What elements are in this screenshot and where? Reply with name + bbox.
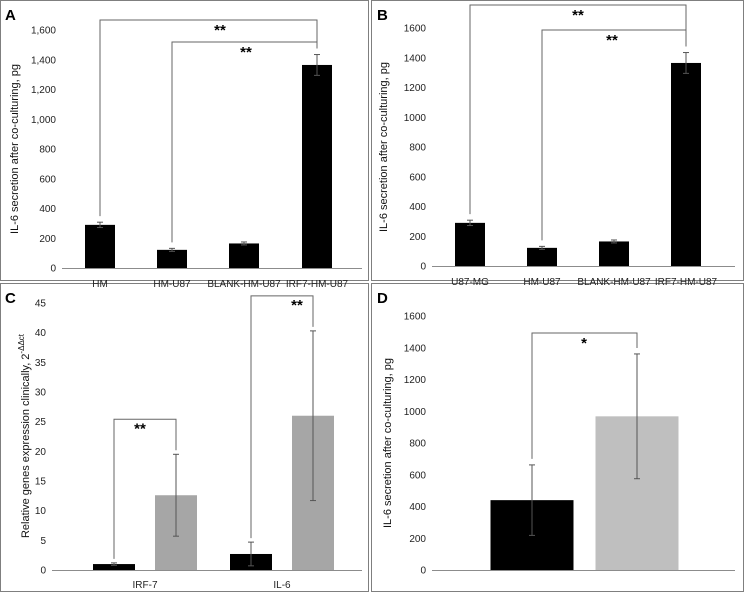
panel-a-ytick-label: 0 (50, 264, 56, 275)
panel-b-category-label: IRF7-HM-U87 (655, 277, 718, 288)
panel-d-ytick-label: 0 (420, 566, 426, 577)
panel-b-bar (455, 222, 485, 266)
panel-b-category-label: BLANK-HM-U87 (577, 277, 651, 288)
panel-c-significance-bracket (113, 418, 177, 559)
panel-d-ytick-label: 1600 (404, 312, 427, 323)
panel-d-ylabel: IL-6 secretion after co-culturing, pg (382, 358, 394, 528)
panel-c-ytick-label: 45 (35, 299, 47, 310)
panel-a-ylabel: IL-6 secretion after co-culturing, pg (9, 64, 21, 234)
panel-b-bar (527, 247, 557, 266)
panel-b-ytick-label: 0 (420, 262, 426, 273)
panel-d-significance-label: * (581, 335, 587, 352)
panel-c-ytick-label: 0 (40, 566, 46, 577)
panel-a-ytick-label: 800 (39, 145, 56, 156)
panel-a-bar (229, 243, 259, 268)
panel-b-ytick-label: 400 (409, 202, 426, 213)
panel-d-ytick-label: 400 (409, 502, 426, 513)
panel-b-ytick-label: 1600 (404, 24, 427, 35)
panel-c-ytick-label: 10 (35, 506, 47, 517)
panel-d-ytick-label: 200 (409, 534, 426, 545)
panel-b-significance-label: ** (572, 7, 584, 24)
panel-a-ytick-label: 1,600 (31, 26, 56, 37)
panel-b-ytick-label: 1000 (404, 113, 427, 124)
panel-b-ytick-label: 200 (409, 232, 426, 243)
panel-c-significance-bracket (250, 295, 314, 539)
panel-c-category-label: IRF-7 (133, 580, 158, 591)
panel-a-significance-label: ** (214, 22, 226, 39)
panel-a-category-label: HM-U87 (153, 279, 191, 290)
panel-d-ytick-label: 1400 (404, 343, 427, 354)
panel-c-bar (93, 564, 135, 570)
panel-a-ytick-label: 200 (39, 234, 56, 245)
panel-b-significance-label: ** (606, 32, 618, 49)
panel-a-ytick-label: 400 (39, 204, 56, 215)
panel-b-bar (671, 62, 701, 266)
panel-a-bar (157, 249, 187, 268)
panel-b-significance-bracket (469, 4, 687, 215)
panel-d-letter: D (377, 290, 388, 307)
panel-c-ylabel: Relative genes expression clinically, 2-… (17, 333, 32, 538)
panel-b-ytick-label: 600 (409, 172, 426, 183)
panel-c-ytick-label: 40 (35, 328, 47, 339)
panel-d-ytick-label: 800 (409, 439, 426, 450)
panel-a-significance-bracket (171, 41, 318, 243)
panel-a-category-label: HM (92, 279, 108, 290)
panel-a-ytick-label: 600 (39, 174, 56, 185)
panel-c-significance-label: ** (291, 297, 303, 314)
panel-a-significance-bracket (99, 19, 318, 217)
panel-c-letter: C (5, 290, 16, 307)
panel-a-bar (302, 64, 332, 268)
panel-c-ytick-label: 5 (40, 536, 46, 547)
panel-a-ytick-label: 1,200 (31, 85, 56, 96)
panel-b-category-label: U87-MG (451, 277, 489, 288)
panel-c-ytick-label: 20 (35, 447, 47, 458)
panel-a-ytick-label: 1,000 (31, 115, 56, 126)
panel-c-ytick-label: 30 (35, 388, 47, 399)
panel-a-bar (85, 224, 115, 268)
panel-a-category-label: IRF7-HM-U87 (286, 279, 349, 290)
panel-a-frame (0, 0, 369, 281)
panel-b-bar (599, 241, 629, 266)
panel-b-significance-bracket (541, 29, 687, 241)
panel-b-ytick-label: 800 (409, 143, 426, 154)
panel-d-significance-bracket (531, 332, 638, 459)
panel-a-significance-label: ** (240, 44, 252, 61)
panel-a-ytick-label: 1,400 (31, 55, 56, 66)
panel-a-letter: A (5, 7, 16, 24)
panel-b-letter: B (377, 7, 388, 24)
panel-c-ytick-label: 25 (35, 417, 47, 428)
panel-c-significance-label: ** (134, 420, 146, 437)
panel-b-ytick-label: 1400 (404, 53, 427, 64)
panel-d-ytick-label: 1200 (404, 375, 427, 386)
panel-d-ytick-label: 1000 (404, 407, 427, 418)
panel-c-category-label: IL-6 (273, 580, 291, 591)
panel-a-category-label: BLANK-HM-U87 (207, 279, 281, 290)
panel-b-ytick-label: 1200 (404, 83, 427, 94)
panel-c-ylabel-superscript: -ΔΔct (17, 333, 26, 353)
panel-c-ytick-label: 15 (35, 477, 47, 488)
panel-c-ytick-label: 35 (35, 358, 47, 369)
panel-b-ylabel: IL-6 secretion after co-culturing, pg (378, 62, 390, 232)
panel-d-ytick-label: 600 (409, 470, 426, 481)
panel-b-category-label: HM-U87 (523, 277, 561, 288)
